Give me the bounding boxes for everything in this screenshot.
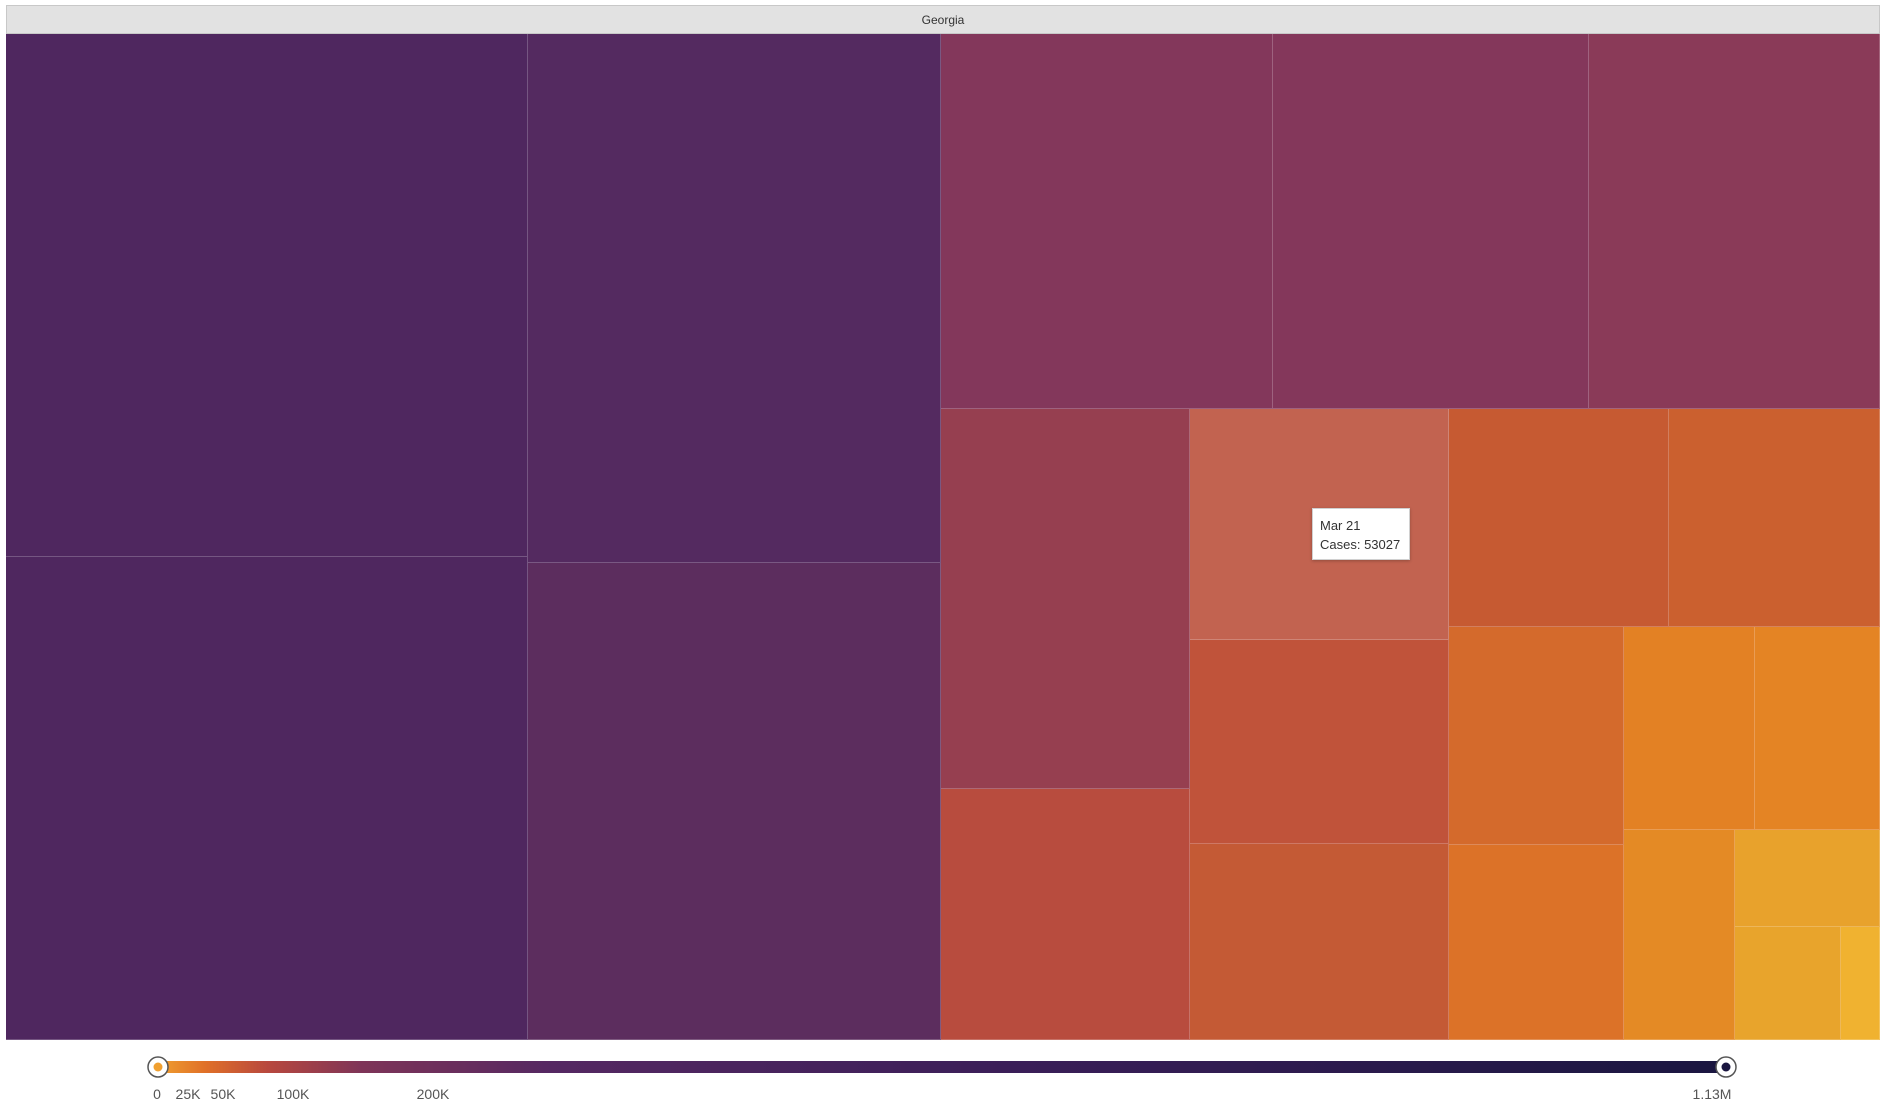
tooltip-cases: Cases: 53027 xyxy=(1320,537,1401,552)
color-legend-svg: 0 25K 50K 100K 200K 1.13M xyxy=(147,1056,1737,1102)
treemap-tile[interactable] xyxy=(528,34,941,563)
treemap-tile[interactable] xyxy=(1449,409,1669,627)
chart-title: Georgia xyxy=(921,12,965,27)
tooltip-date: Mar 21 xyxy=(1320,518,1361,533)
hover-tooltip: Mar 21 Cases: 53027 xyxy=(1312,508,1410,560)
legend-tick-4: 200K xyxy=(417,1086,450,1102)
treemap-tile[interactable] xyxy=(941,34,1273,409)
treemap-tile[interactable] xyxy=(1735,927,1841,1040)
treemap-tile[interactable] xyxy=(1624,627,1755,830)
chart-title-bar: Georgia xyxy=(6,5,1880,34)
treemap-tile[interactable] xyxy=(1669,409,1880,627)
treemap-tile[interactable] xyxy=(1841,927,1880,1040)
treemap-tile[interactable] xyxy=(1589,34,1880,409)
legend-tick-5: 1.13M xyxy=(1693,1086,1732,1102)
treemap-tile[interactable] xyxy=(1735,830,1880,927)
treemap-tile[interactable] xyxy=(1273,34,1589,409)
legend-min-handle[interactable] xyxy=(147,1056,169,1078)
treemap-tile[interactable] xyxy=(1449,627,1624,845)
treemap-tile[interactable] xyxy=(6,557,528,1040)
treemap-tile[interactable] xyxy=(1190,640,1449,844)
treemap-tile[interactable] xyxy=(1449,845,1624,1040)
treemap-tile[interactable] xyxy=(1624,830,1735,1040)
treemap-tile[interactable] xyxy=(941,789,1190,1040)
treemap xyxy=(6,34,1880,1040)
legend-tick-2: 50K xyxy=(211,1086,237,1102)
legend-max-handle[interactable] xyxy=(1715,1056,1737,1078)
legend-tick-0: 0 xyxy=(153,1086,161,1102)
treemap-tile[interactable] xyxy=(528,563,941,1040)
treemap-tile[interactable] xyxy=(6,34,528,557)
treemap-tile[interactable] xyxy=(941,409,1190,789)
legend-gradient-bar xyxy=(158,1061,1726,1073)
color-legend: 0 25K 50K 100K 200K 1.13M xyxy=(0,1040,1885,1104)
treemap-tile[interactable] xyxy=(1190,844,1449,1040)
legend-tick-3: 100K xyxy=(277,1086,310,1102)
legend-tick-1: 25K xyxy=(176,1086,202,1102)
treemap-tile[interactable] xyxy=(1755,627,1880,830)
